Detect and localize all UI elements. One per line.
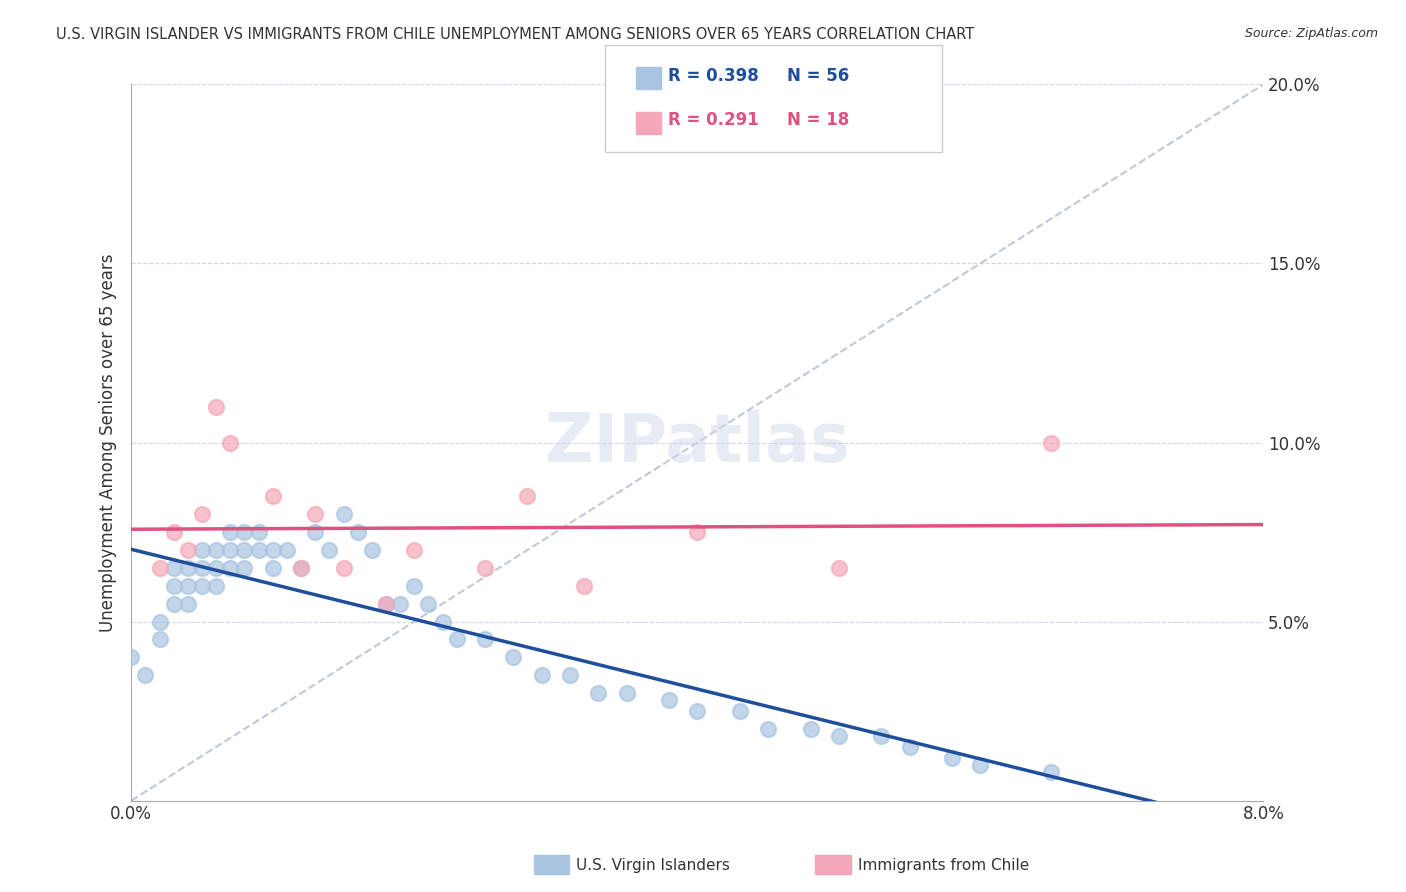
Point [304, 524, 326, 539]
Point [134, 668, 156, 682]
Point [404, 543, 426, 558]
Point [318, 543, 340, 558]
Text: Immigrants from Chile: Immigrants from Chile [858, 858, 1029, 872]
Text: Source: ZipAtlas.com: Source: ZipAtlas.com [1244, 27, 1378, 40]
Point [290, 561, 312, 575]
Point [346, 524, 368, 539]
Point [586, 686, 609, 700]
Text: R = 0.291: R = 0.291 [668, 112, 759, 129]
Text: N = 18: N = 18 [787, 112, 849, 129]
Point [502, 650, 524, 665]
Point [191, 579, 214, 593]
Point [233, 524, 256, 539]
Point [404, 579, 426, 593]
Point [205, 543, 228, 558]
Point [262, 489, 284, 503]
Point [418, 597, 440, 611]
Point [148, 615, 170, 629]
Text: U.S. VIRGIN ISLANDER VS IMMIGRANTS FROM CHILE UNEMPLOYMENT AMONG SENIORS OVER 65: U.S. VIRGIN ISLANDER VS IMMIGRANTS FROM … [56, 27, 974, 42]
Point [262, 543, 284, 558]
Point [375, 597, 398, 611]
Point [191, 543, 214, 558]
Point [446, 632, 468, 647]
Point [332, 507, 354, 521]
Point [870, 729, 893, 743]
Point [432, 615, 454, 629]
Point [177, 561, 200, 575]
Point [219, 543, 242, 558]
Point [799, 722, 821, 736]
Point [828, 729, 851, 743]
Point [163, 524, 186, 539]
Point [558, 668, 581, 682]
Point [276, 543, 298, 558]
Point [205, 400, 228, 414]
Point [304, 507, 326, 521]
Point [163, 597, 186, 611]
Point [219, 524, 242, 539]
Point [233, 561, 256, 575]
Point [360, 543, 382, 558]
Point [516, 489, 538, 503]
Point [375, 597, 398, 611]
Point [191, 507, 214, 521]
Point [262, 561, 284, 575]
Point [530, 668, 553, 682]
Point [120, 650, 142, 665]
Point [658, 693, 681, 707]
Point [148, 561, 170, 575]
Point [177, 597, 200, 611]
Text: U.S. Virgin Islanders: U.S. Virgin Islanders [576, 858, 730, 872]
Point [969, 757, 991, 772]
Point [290, 561, 312, 575]
Point [474, 561, 496, 575]
Point [828, 561, 851, 575]
Point [205, 561, 228, 575]
Point [332, 561, 354, 575]
Point [474, 632, 496, 647]
Point [389, 597, 412, 611]
Point [177, 543, 200, 558]
Point [1040, 435, 1063, 450]
Point [1040, 764, 1063, 779]
Point [686, 704, 709, 718]
Point [941, 750, 963, 764]
Text: ZIPatlas: ZIPatlas [546, 409, 849, 475]
Point [233, 543, 256, 558]
Point [247, 524, 270, 539]
Point [572, 579, 595, 593]
Point [898, 739, 921, 754]
Point [616, 686, 638, 700]
Point [219, 561, 242, 575]
Text: N = 56: N = 56 [787, 67, 849, 85]
Point [163, 579, 186, 593]
Point [163, 561, 186, 575]
Point [686, 524, 709, 539]
Point [191, 561, 214, 575]
Point [177, 579, 200, 593]
Point [148, 632, 170, 647]
Point [247, 543, 270, 558]
Point [219, 435, 242, 450]
Point [756, 722, 779, 736]
Text: R = 0.398: R = 0.398 [668, 67, 759, 85]
Y-axis label: Unemployment Among Seniors over 65 years: Unemployment Among Seniors over 65 years [100, 253, 117, 632]
Point [205, 579, 228, 593]
Point [728, 704, 751, 718]
